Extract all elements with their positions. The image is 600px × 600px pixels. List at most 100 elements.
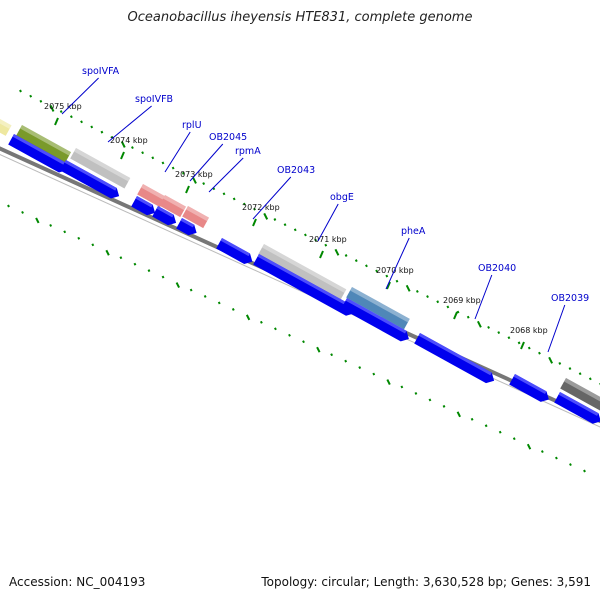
ruler-dot — [568, 367, 572, 371]
gene-name-label: spoIVFB — [135, 94, 173, 105]
gene-arrow — [60, 160, 120, 199]
gene-name-label: spoIVFA — [82, 66, 120, 77]
ruler-dot — [283, 223, 287, 227]
gene-arrow-shape — [152, 206, 177, 226]
kbp-tick-label: 2071 kbp — [309, 235, 347, 244]
gc-dot — [231, 307, 235, 311]
cog-feature-block — [16, 124, 72, 163]
gc-dot — [569, 463, 572, 466]
gene-name-label: pheA — [401, 226, 426, 237]
ruler-dot — [548, 356, 554, 364]
kbp-tick-mark — [319, 250, 324, 259]
cog-feature-block — [0, 108, 12, 136]
cog-block-fill — [182, 206, 210, 229]
cog-block-fill — [560, 378, 600, 413]
ruler-dot — [304, 233, 307, 237]
gc-dot — [484, 424, 488, 428]
ruler-dot — [405, 284, 411, 292]
gc-dot — [21, 211, 24, 214]
ruler-dot — [263, 212, 269, 220]
ruler-dot — [293, 228, 297, 232]
gc-dot — [344, 359, 348, 363]
gc-dot — [456, 411, 461, 418]
gene-name-label: obgE — [330, 192, 354, 203]
ruler-dot — [436, 300, 440, 304]
ruler-dot — [181, 171, 185, 175]
ruler-dot — [314, 238, 317, 242]
ruler-dot — [171, 166, 175, 170]
gene-label-leader — [61, 77, 99, 115]
gene-arrow — [554, 392, 600, 424]
gc-dot — [302, 340, 305, 344]
cog-block-highlight — [564, 378, 600, 406]
gene-label-leader — [189, 143, 224, 182]
gene-label-leader — [107, 105, 152, 143]
gc-dot — [555, 456, 558, 460]
ruler-dot — [253, 207, 256, 211]
cog-block-highlight — [74, 148, 131, 182]
gc-dot — [400, 385, 404, 389]
cog-feature-block — [159, 195, 187, 218]
gene-label-leader — [252, 176, 292, 220]
gene-arrow — [176, 218, 197, 236]
cog-block-highlight — [186, 206, 210, 222]
cog-block-highlight — [0, 108, 12, 129]
kbp-tick-label: 2073 kbp — [175, 170, 213, 179]
gc-dot — [49, 223, 53, 227]
accession-text: Accession: NC_004193 — [9, 575, 146, 589]
gene-label-layer: spoIVFA spoIVFB rplU OB2045 rpmA OB2043 obgE ph… — [61, 66, 589, 353]
gene-name-label: rpmA — [235, 146, 261, 157]
gene-arrow-shape — [341, 298, 409, 342]
ruler-dot — [507, 336, 511, 340]
gc-dot — [414, 391, 418, 395]
ruler-dot — [202, 182, 206, 185]
cog-block-fill — [159, 195, 187, 218]
ruler-dot — [538, 351, 541, 355]
ruler-dot — [161, 161, 165, 165]
ruler-dot — [527, 346, 531, 350]
gc-dot — [526, 443, 532, 450]
gene-arrow-highlight — [345, 298, 407, 334]
ruler-dot — [375, 269, 379, 273]
gc-dot — [35, 217, 40, 224]
ruler-dot — [151, 156, 155, 160]
kbp-tick-mark — [386, 281, 391, 290]
gene-name-label: OB2039 — [551, 293, 589, 304]
cog-block-highlight — [350, 287, 410, 323]
gc-dot — [133, 262, 137, 266]
ruler-dot — [273, 218, 277, 221]
ruler-dot — [415, 290, 419, 293]
gene-label-leader — [474, 274, 493, 320]
gc-dot — [63, 230, 67, 234]
ruler-dot — [39, 99, 43, 103]
gc-skew-dots — [7, 204, 586, 473]
gene-arrow-highlight — [64, 160, 117, 191]
gene-arrow — [253, 254, 355, 316]
ruler-dot — [558, 361, 562, 365]
gc-dot — [442, 404, 446, 408]
gene-label-leader — [385, 237, 410, 290]
gene-arrow-highlight — [257, 254, 352, 308]
kbp-tick-mark — [185, 185, 190, 194]
cog-block-fill — [137, 184, 166, 208]
gene-arrow-shape — [414, 333, 495, 384]
ruler-dot — [69, 115, 73, 119]
gene-arrow-highlight — [220, 238, 251, 257]
ruler-dot — [477, 320, 482, 328]
ruler-dot — [242, 202, 246, 206]
ruler-dot — [385, 274, 389, 278]
gc-dot — [274, 327, 277, 331]
backbone-line-inner — [0, 153, 600, 428]
gene-arrow — [341, 298, 409, 342]
cog-block-highlight — [141, 184, 166, 201]
gene-arrow-highlight — [513, 374, 547, 395]
kbp-tick-mark — [453, 311, 458, 320]
ruler-dot — [456, 310, 460, 314]
gene-arrow — [216, 238, 253, 264]
gc-dot — [119, 256, 123, 260]
gc-dot — [203, 295, 207, 298]
cog-feature-block — [70, 148, 131, 189]
gc-dot — [91, 243, 95, 247]
kbp-tick-label: 2072 kbp — [242, 203, 280, 212]
ruler-dot — [19, 89, 22, 93]
